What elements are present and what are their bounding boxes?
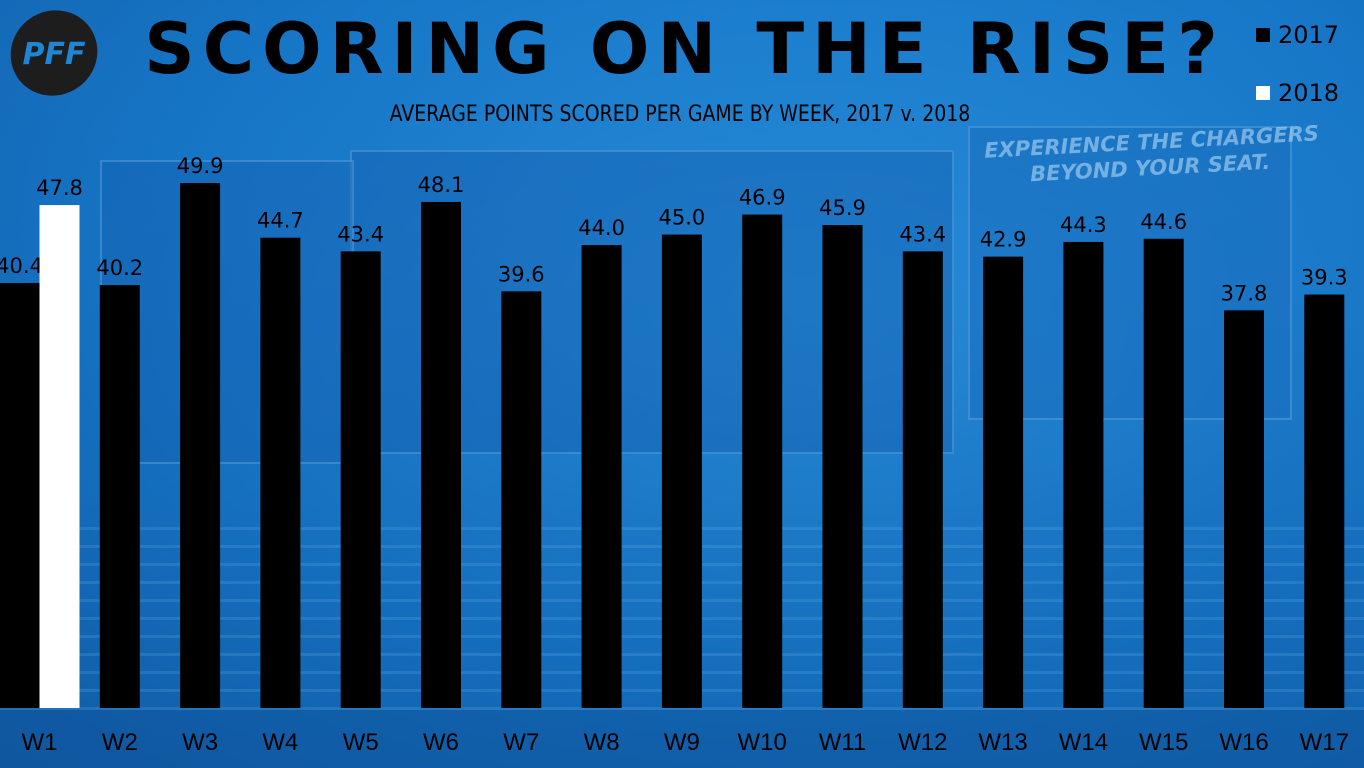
x-tick-label-w12: W12 (898, 729, 947, 756)
logo-text: PFF (23, 37, 86, 72)
bar-2017-w1 (0, 282, 40, 708)
data-label-2017-w17: 39.3 (1301, 266, 1348, 290)
data-label-2017-w14: 44.3 (1060, 213, 1107, 237)
x-tick-label-w8: W8 (584, 729, 620, 756)
bar-2017-w15 (1143, 238, 1184, 708)
bar-2017-w16 (1224, 310, 1264, 708)
legend-label-2017: 2017 (1278, 21, 1340, 49)
x-tick-label-w10: W10 (738, 729, 787, 756)
data-label-2017-w9: 45.0 (659, 206, 706, 230)
x-tick-label-w6: W6 (423, 729, 459, 756)
legend-label-2018: 2018 (1278, 79, 1340, 107)
data-label-2017-w13: 42.9 (980, 228, 1027, 252)
bar-2018-w1 (39, 205, 80, 709)
bar-2017-w3 (180, 183, 221, 708)
chart-subtitle: AVERAGE POINTS SCORED PER GAME BY WEEK, … (389, 102, 971, 127)
legend-swatch-2018 (1256, 86, 1270, 100)
x-tick-label-w7: W7 (503, 729, 539, 756)
data-label-2017-w2: 40.2 (96, 256, 143, 280)
bar-2017-w8 (581, 245, 622, 708)
data-label-2017-w15: 44.6 (1140, 210, 1187, 234)
data-label-2017-w4: 44.7 (257, 209, 304, 233)
bar-2017-w6 (421, 201, 461, 709)
stadium-scoreboard-left (100, 160, 354, 464)
pff-logo: PFF (10, 10, 98, 96)
chart-title: SCORING ON THE RISE? (144, 8, 1226, 90)
bar-2017-w9 (661, 234, 702, 708)
x-tick-label-w3: W3 (182, 729, 218, 756)
x-tick-label-w1: W1 (22, 729, 58, 756)
bar-2017-w5 (340, 251, 381, 708)
x-tick-label-w15: W15 (1139, 729, 1188, 756)
x-tick-label-w9: W9 (664, 729, 700, 756)
x-tick-label-w2: W2 (102, 729, 138, 756)
data-label-2017-w3: 49.9 (177, 154, 224, 178)
x-tick-label-w13: W13 (978, 729, 1027, 756)
x-tick-label-w16: W16 (1219, 729, 1268, 756)
data-label-2017-w10: 46.9 (739, 186, 786, 210)
data-label-2017-w11: 45.9 (819, 196, 866, 220)
bar-2017-w10 (742, 214, 783, 709)
data-label-2017-w1: 40.4 (0, 254, 43, 278)
legend-item-2018: 2018 (1256, 78, 1360, 108)
data-label-2017-w6: 48.1 (418, 173, 465, 197)
x-tick-label-w17: W17 (1300, 729, 1349, 756)
legend: 2017 2018 (1256, 20, 1360, 136)
data-label-2017-w16: 37.8 (1221, 281, 1268, 305)
bar-2017-w11 (822, 225, 863, 708)
data-label-2017-w5: 43.4 (337, 222, 384, 246)
bar-2017-w12 (902, 251, 943, 708)
data-label-2017-w7: 39.6 (498, 262, 545, 286)
bar-2017-w14 (1063, 241, 1104, 708)
bar-2017-w13 (983, 256, 1024, 708)
x-tick-label-w5: W5 (343, 729, 379, 756)
stadium-field-edge (0, 710, 1364, 768)
data-label-2018-w1: 47.8 (36, 176, 83, 200)
x-tick-label-w14: W14 (1059, 729, 1108, 756)
bar-2017-w17 (1304, 294, 1345, 708)
data-label-2017-w12: 43.4 (899, 222, 946, 246)
x-tick-label-w4: W4 (262, 729, 298, 756)
bar-2017-w2 (99, 285, 140, 708)
bar-2017-w7 (501, 291, 542, 708)
data-label-2017-w8: 44.0 (578, 216, 625, 240)
bar-2017-w4 (260, 237, 301, 708)
legend-item-2017: 2017 (1256, 20, 1360, 50)
legend-swatch-2017 (1256, 28, 1270, 42)
x-tick-label-w11: W11 (819, 729, 867, 756)
